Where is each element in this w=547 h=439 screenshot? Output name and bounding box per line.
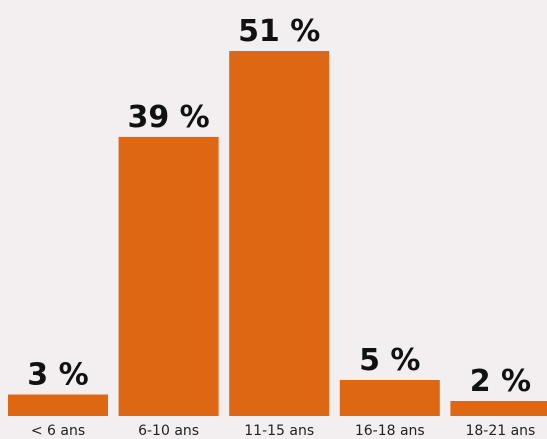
category-label-4: 18-21 ans [465, 423, 535, 439]
bar-1 [118, 136, 219, 416]
category-labels-group: < 6 ans 6-10 ans 11-15 ans 16-18 ans 18-21 a… [31, 423, 535, 439]
category-label-0: < 6 ans [31, 423, 85, 439]
bar-4 [450, 401, 547, 416]
category-label-1: 6-10 ans [138, 423, 199, 439]
bar-2 [229, 51, 330, 416]
bar-0 [8, 394, 108, 416]
value-label-4: 2 % [470, 364, 531, 399]
bars-group [8, 51, 547, 416]
value-label-2: 51 % [238, 14, 320, 49]
value-labels-group: 3 % 39 % 51 % 5 % 2 % [27, 14, 531, 399]
value-label-0: 3 % [27, 358, 88, 393]
value-label-1: 39 % [127, 100, 209, 135]
value-label-3: 5 % [359, 343, 420, 378]
bar-3 [339, 380, 440, 416]
category-label-2: 11-15 ans [244, 423, 314, 439]
category-label-3: 16-18 ans [355, 423, 425, 439]
